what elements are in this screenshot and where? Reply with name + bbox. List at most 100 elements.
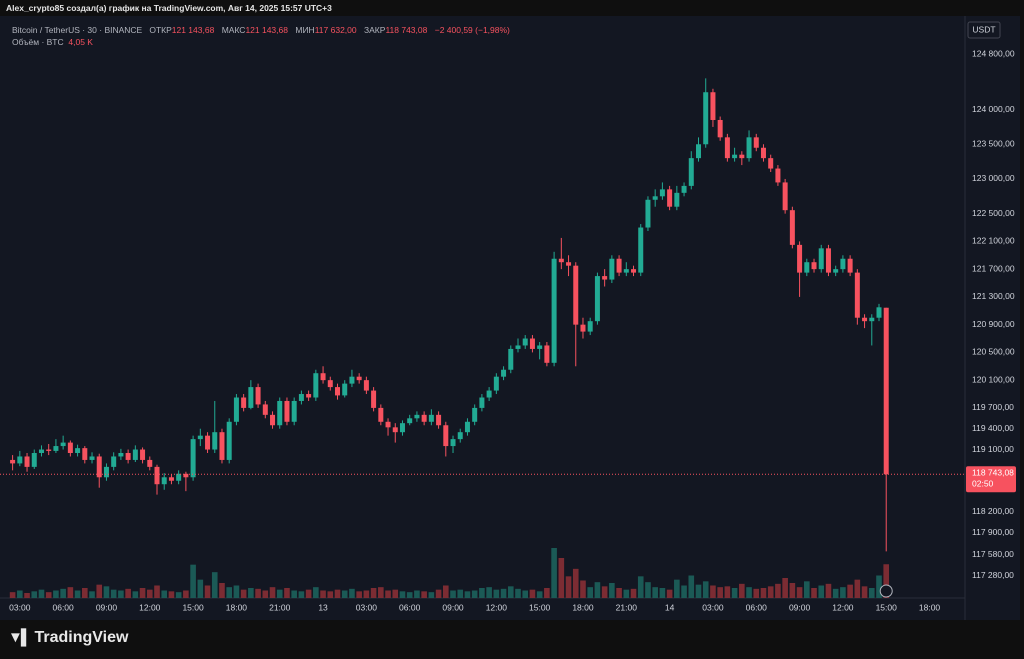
y-tick-label: 119 700,00 — [972, 402, 1014, 412]
candle-body — [457, 432, 463, 440]
candle-body — [818, 248, 824, 270]
candle-body — [67, 442, 73, 453]
volume-bar — [789, 583, 796, 598]
candle-body — [681, 185, 687, 193]
volume-bar — [804, 581, 810, 598]
candle-body — [327, 380, 333, 388]
volume-bar — [637, 576, 644, 598]
candle-body — [537, 345, 543, 349]
volume-bar — [103, 586, 110, 598]
volume-bar — [154, 585, 160, 598]
volume-bar — [240, 589, 247, 598]
volume-bar — [601, 586, 608, 598]
volume-bar — [558, 558, 565, 598]
x-tick-label: 18:00 — [919, 602, 941, 612]
x-tick-label: 13 — [318, 602, 328, 612]
candle-body — [233, 397, 239, 422]
candle-body — [306, 394, 312, 398]
x-tick-label: 12:00 — [139, 602, 161, 612]
candle-body — [147, 459, 153, 467]
x-tick-label: 14 — [665, 602, 675, 612]
volume-bar — [211, 572, 218, 598]
currency-box[interactable] — [967, 21, 1001, 39]
y-tick-label: 122 100,00 — [972, 236, 1015, 246]
volume-bar — [146, 589, 153, 598]
volume-bar — [38, 589, 45, 598]
volume-bar — [233, 585, 240, 598]
volume-bar — [868, 588, 875, 598]
volume-bar — [175, 592, 182, 598]
candle-body — [154, 466, 160, 485]
candle-body — [443, 425, 449, 447]
candle-body — [645, 199, 651, 228]
currency: USDT — [972, 24, 995, 34]
volume-bar — [580, 580, 586, 598]
volume-bar — [630, 588, 637, 598]
symbol: Bitcoin / TetherUS · 30 · BINANCE — [12, 25, 143, 35]
candle-body — [508, 348, 514, 370]
volume-bar — [363, 590, 370, 598]
candle-body — [291, 400, 297, 422]
candle-body — [428, 414, 434, 422]
volume-bar — [760, 588, 767, 598]
candle-body — [60, 442, 66, 447]
volume-bar — [320, 590, 326, 598]
candle-body — [414, 414, 420, 419]
candle-body — [342, 383, 348, 396]
candle-body — [674, 192, 680, 207]
volume-bar — [313, 587, 319, 598]
x-tick-label: 12:00 — [832, 602, 854, 612]
chart: USDT 124 800,00 124 000,00 123 500,00 123 0… — [0, 16, 1020, 620]
volume-bar — [334, 589, 341, 598]
volume-bar — [45, 592, 52, 598]
candle-body — [335, 387, 340, 396]
volume-bar — [298, 591, 305, 598]
x-tick-label: 15:00 — [876, 602, 898, 612]
candle-body — [609, 258, 615, 280]
volume-bar — [125, 588, 131, 598]
volume-bar — [645, 582, 651, 598]
volume-bar — [132, 591, 139, 598]
y-tick-label: 117 900,00 — [972, 527, 1014, 537]
event-icon — [879, 584, 893, 598]
legend: Bitcoin / TetherUS · 30 · BINANCE ОТКР12… — [12, 24, 515, 48]
volume-bar — [565, 576, 572, 598]
candle-body — [472, 407, 478, 422]
x-tick-label: 09:00 — [96, 602, 118, 612]
volume-bar — [522, 590, 529, 598]
candle-body — [804, 262, 810, 273]
candle-body — [421, 414, 427, 422]
candle-body — [436, 414, 442, 426]
volume-bar — [876, 575, 882, 598]
candle-body — [284, 400, 290, 422]
x-tick-label: 21:00 — [616, 602, 638, 612]
candle-body — [883, 307, 889, 475]
volume-bar — [450, 590, 456, 598]
volume-value: 4,05 K — [68, 37, 93, 47]
volume-bar — [717, 587, 723, 598]
volume-bar — [269, 587, 276, 598]
volume-bar — [341, 590, 348, 598]
candle-body — [10, 459, 16, 464]
volume-bar — [587, 587, 593, 598]
high-label: МАКС — [221, 25, 246, 35]
volume-bar — [818, 585, 825, 598]
volume-bar — [197, 579, 204, 598]
candle-body — [241, 397, 247, 408]
volume-bar — [861, 586, 868, 598]
candle-body — [501, 369, 507, 377]
candle-body — [111, 456, 117, 467]
volume-bar — [414, 590, 420, 598]
candle-body — [277, 400, 283, 426]
volume-bar — [674, 579, 680, 598]
candle-body — [847, 258, 853, 273]
candle-body — [320, 373, 326, 381]
price-tag — [966, 466, 1016, 493]
candle-body — [298, 394, 304, 401]
close-value: 118 743,08 — [385, 25, 428, 35]
volume-bar — [515, 588, 521, 598]
candle-body — [522, 338, 528, 346]
candle-body — [696, 144, 701, 159]
x-tick-label: 03:00 — [9, 602, 31, 612]
volume-bar — [811, 588, 817, 598]
